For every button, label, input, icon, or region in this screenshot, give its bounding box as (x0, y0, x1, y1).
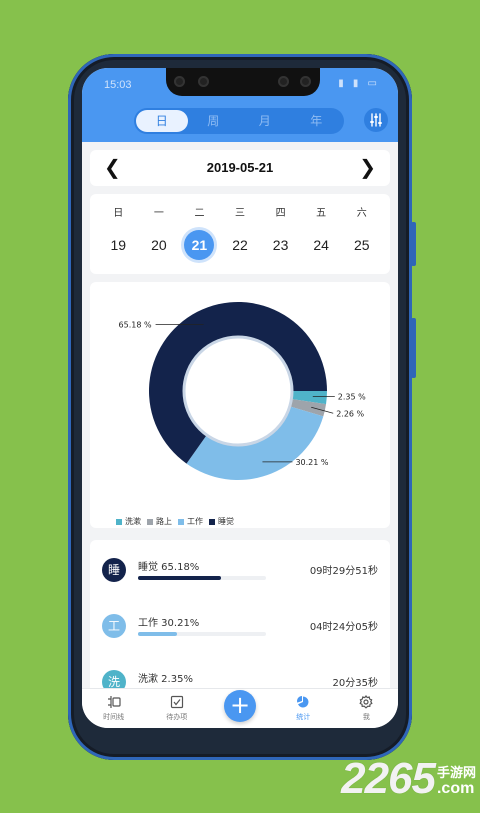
legend-item: 路上 (147, 516, 172, 527)
selected-day[interactable]: 21 (184, 230, 215, 260)
weekday-label: 六 (356, 208, 367, 219)
date-title[interactable]: 2019-05-21 (206, 160, 274, 175)
weekday-label: 四 (275, 208, 286, 219)
legend-label: 路上 (156, 517, 172, 526)
pie-data-label: 65.18 % (119, 320, 152, 329)
category-duration: 04时24分05秒 (309, 622, 378, 633)
pie-chart: 2.35 % 2.26 % 30.21 % 65.18 % (119, 301, 366, 480)
progress-fill (138, 576, 222, 580)
legend-item: 睡觉 (209, 516, 234, 527)
sensor-icon (300, 76, 311, 87)
category-title: 工作 30.21% (138, 618, 200, 629)
category-title: 洗漱 2.35% (138, 674, 193, 685)
notch (166, 68, 320, 96)
pie-slice-0[interactable] (291, 391, 327, 405)
status-time: 15:03 (104, 79, 132, 91)
legend-item: 洗漱 (116, 516, 141, 527)
add-button[interactable]: + (224, 690, 256, 722)
chart-legend: 洗漱 路上 工作 睡觉 (116, 516, 234, 527)
tab-label: 统计 (296, 713, 311, 721)
legend-swatch (116, 518, 122, 525)
weekday-label: 五 (316, 208, 327, 219)
prev-date-button[interactable]: ❮ (104, 155, 121, 179)
legend-item: 工作 (178, 516, 203, 527)
site-watermark: 2265 手游网 .com (341, 757, 476, 801)
timeline-icon (107, 696, 121, 708)
day-cell[interactable]: 24 (313, 237, 329, 253)
next-date-button[interactable]: ❯ (359, 155, 376, 179)
donut-hole (182, 335, 294, 447)
weekday-label: 日 (113, 208, 124, 219)
category-list: 睡睡觉 65.18% 09时29分51秒工工作 30.21% 04时24分05秒洗洗… (90, 540, 390, 700)
day-cell[interactable]: 20 (151, 237, 167, 253)
status-icons: ▮ ▮ ▭ (338, 78, 380, 89)
watermark-number: 2265 (341, 754, 436, 803)
progress-track (138, 632, 266, 636)
power-button (411, 318, 416, 378)
week-strip: 日 一 二 三 四 五 六 19 20 21 22 23 24 25 (90, 194, 390, 274)
tab-week[interactable]: 周 (207, 114, 220, 128)
category-title: 睡觉 65.18% (138, 562, 200, 573)
watermark-name: 手游网 (436, 766, 476, 781)
weekday-label: 一 (153, 208, 164, 219)
progress-fill (138, 632, 177, 636)
category-duration: 09时29分51秒 (309, 566, 378, 577)
pie-data-label: 2.26 % (336, 409, 364, 418)
tab-me[interactable]: 我 (335, 689, 398, 728)
list-item[interactable]: 工 工作 30.21% 04时24分05秒 (90, 614, 390, 670)
legend-swatch (147, 518, 153, 525)
pie-data-label: 2.35 % (338, 393, 366, 402)
tab-statistics[interactable]: 统计 (272, 689, 335, 728)
todo-icon (170, 695, 183, 709)
category-avatar: 工 (102, 614, 126, 638)
sliders-icon (370, 113, 382, 127)
sensor-icon (198, 76, 209, 87)
period-segment: 日 周 月 年 (134, 108, 344, 134)
app-screen: 15:03 ▮ ▮ ▭ 日 周 月 年 ❮ 2019-05-21 ❯ 日一二三四… (82, 68, 398, 728)
weekday-label: 二 (194, 208, 205, 219)
legend-swatch (209, 518, 215, 525)
list-item[interactable]: 睡 睡觉 65.18% 09时29分51秒 (90, 558, 390, 614)
legend-label: 睡觉 (218, 517, 234, 526)
category-duration: 20分35秒 (332, 678, 378, 689)
day-cell[interactable]: 22 (232, 237, 248, 253)
progress-track (138, 576, 266, 580)
pie-slice-1[interactable] (289, 398, 327, 417)
tab-day[interactable]: 日 (136, 110, 188, 132)
day-cell[interactable]: 23 (272, 237, 289, 253)
tab-label: 我 (362, 713, 370, 721)
pie-data-label: 30.21 % (295, 458, 328, 467)
tab-timeline[interactable]: 时间线 (82, 689, 145, 728)
legend-swatch (178, 518, 184, 525)
day-cell[interactable]: 25 (353, 237, 370, 253)
filter-button[interactable] (364, 108, 388, 132)
pie-leader-line (311, 406, 334, 414)
weekday-label: 三 (235, 208, 246, 219)
camera-icon (174, 76, 185, 87)
legend-label: 洗漱 (125, 517, 141, 526)
tab-label: 时间线 (103, 713, 125, 721)
tab-todo[interactable]: 待办项 (145, 689, 208, 728)
tab-label: 待办项 (166, 713, 188, 721)
watermark-domain: .com (436, 780, 475, 797)
pie-chart-icon (297, 696, 309, 708)
date-navigator: ❮ 2019-05-21 ❯ (90, 150, 390, 186)
category-avatar: 睡 (102, 558, 126, 582)
app-header: 15:03 ▮ ▮ ▭ 日 周 月 年 (82, 68, 398, 142)
gear-icon (359, 695, 374, 709)
volume-button (411, 222, 416, 266)
tab-month[interactable]: 月 (258, 114, 271, 128)
tab-year[interactable]: 年 (310, 114, 323, 128)
legend-label: 工作 (187, 517, 203, 526)
pie-chart-card: 2.35 % 2.26 % 30.21 % 65.18 % 洗漱 路上 工作 睡觉 (90, 282, 390, 528)
day-cell[interactable]: 19 (110, 237, 127, 253)
sensor-icon (278, 76, 289, 87)
